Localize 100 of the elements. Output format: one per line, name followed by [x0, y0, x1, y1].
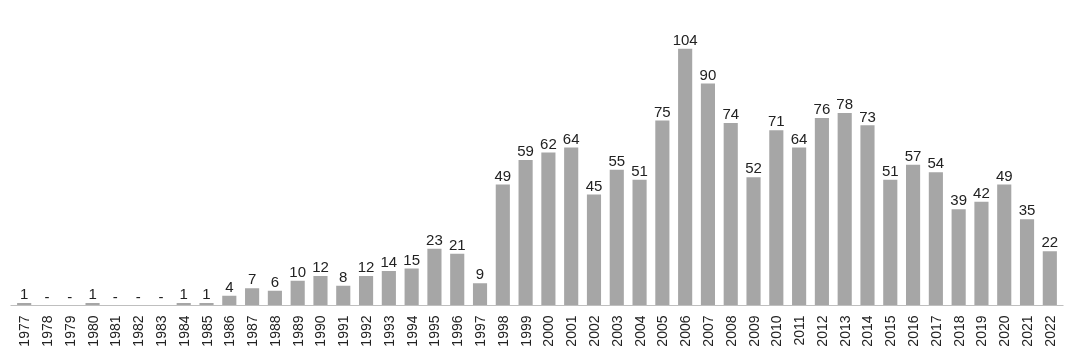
x-tick-label: 2001 — [563, 315, 580, 347]
x-tick-label: 1991 — [335, 315, 352, 347]
bar — [860, 125, 875, 306]
data-label: 57 — [904, 146, 922, 164]
x-tick-label: 2014 — [859, 315, 876, 347]
data-label: 54 — [927, 154, 945, 172]
bar — [336, 285, 351, 306]
bar — [837, 113, 852, 306]
x-tick-label: 2018 — [950, 315, 967, 347]
data-label: 12 — [357, 258, 375, 276]
bar — [472, 283, 488, 306]
bar — [1019, 219, 1035, 306]
data-label: 52 — [745, 159, 762, 177]
data-label: 90 — [699, 65, 717, 83]
data-label: 51 — [881, 161, 899, 179]
data-label: 14 — [380, 253, 398, 271]
data-label: 1 — [179, 285, 188, 303]
bar — [655, 120, 670, 306]
x-tick-label: 2011 — [791, 315, 808, 346]
x-tick-label: 1993 — [380, 315, 397, 347]
x-tick-label: 2015 — [882, 315, 899, 347]
x-tick-label: 2021 — [1019, 315, 1036, 347]
x-tick-label: 2013 — [836, 315, 853, 347]
bar — [245, 288, 260, 306]
x-tick-label: 1996 — [449, 315, 466, 347]
data-label: 64 — [562, 129, 580, 147]
x-tick-label: 2006 — [677, 315, 694, 347]
bar — [541, 152, 556, 306]
x-tick-label: 2008 — [722, 315, 739, 347]
bar — [495, 184, 510, 306]
data-label: 64 — [790, 129, 808, 147]
data-label: 35 — [1018, 201, 1036, 219]
x-tick-label: 1978 — [38, 315, 55, 347]
x-tick-label: 1997 — [472, 315, 489, 347]
data-label: 1 — [88, 285, 97, 303]
bar — [267, 290, 282, 306]
bar — [381, 270, 396, 306]
data-label: 49 — [995, 166, 1013, 184]
x-tick-label: 2020 — [996, 315, 1013, 347]
data-label: 49 — [494, 166, 512, 184]
x-tick-label: 1990 — [312, 315, 329, 347]
bar — [974, 201, 989, 306]
bar — [358, 275, 374, 306]
bar — [746, 177, 761, 306]
bar — [678, 48, 693, 306]
x-tick-label: 1994 — [403, 315, 420, 347]
x-tick-label: 1999 — [517, 315, 534, 347]
data-label: 104 — [672, 31, 698, 49]
bar — [928, 172, 943, 306]
bar — [313, 275, 328, 306]
x-tick-label: 2000 — [540, 315, 557, 347]
x-tick-label: 1995 — [426, 315, 443, 347]
data-label: 10 — [289, 262, 307, 280]
bar — [586, 194, 602, 306]
x-tick-label: 2010 — [768, 315, 785, 347]
x-tick-label: 1992 — [358, 315, 375, 347]
data-label: 15 — [403, 250, 420, 268]
x-tick-label: 2002 — [585, 315, 602, 347]
x-tick-label: 1984 — [175, 315, 192, 347]
bar — [290, 280, 305, 306]
bar — [609, 169, 624, 306]
data-label: 12 — [312, 258, 329, 276]
x-tick-label: 2003 — [608, 315, 625, 347]
x-tick-label: 1981 — [107, 315, 124, 347]
data-label: 23 — [426, 230, 443, 248]
data-label: 8 — [339, 267, 348, 285]
data-label: 78 — [836, 95, 854, 113]
data-label: 7 — [247, 270, 257, 288]
bar — [632, 179, 647, 306]
x-tick-label: 1982 — [130, 315, 147, 347]
bar — [427, 248, 442, 306]
x-tick-label: 2007 — [699, 315, 716, 347]
data-label: 75 — [654, 102, 671, 120]
x-tick-label: 2012 — [813, 315, 830, 347]
data-label: 45 — [585, 176, 603, 194]
x-tick-label: 1986 — [221, 315, 238, 347]
data-label: 71 — [767, 112, 785, 130]
x-tick-label: 2016 — [905, 315, 922, 347]
x-tick-label: 1985 — [198, 315, 215, 347]
data-label: 73 — [859, 107, 876, 125]
bar — [700, 83, 716, 306]
x-tick-label: 1998 — [494, 315, 511, 347]
x-tick-label: 2004 — [631, 315, 648, 347]
data-label: 74 — [722, 105, 740, 123]
bar — [518, 159, 533, 306]
bar — [222, 295, 237, 306]
x-tick-label: 1989 — [289, 315, 306, 347]
data-label: 39 — [950, 191, 967, 209]
text: - — [158, 287, 164, 305]
x-tick-label: 2017 — [927, 315, 944, 347]
x-tick-label: 2005 — [654, 315, 671, 347]
x-tick-label: 2009 — [745, 315, 762, 347]
data-label: 6 — [270, 272, 280, 290]
x-tick-label: 1983 — [152, 315, 169, 347]
x-tick-label: 1987 — [244, 315, 261, 347]
data-label: 1 — [202, 285, 211, 303]
data-label: 76 — [813, 100, 831, 118]
data-label: 4 — [225, 277, 234, 295]
bar — [450, 253, 465, 306]
x-tick-label: 1988 — [266, 315, 283, 347]
